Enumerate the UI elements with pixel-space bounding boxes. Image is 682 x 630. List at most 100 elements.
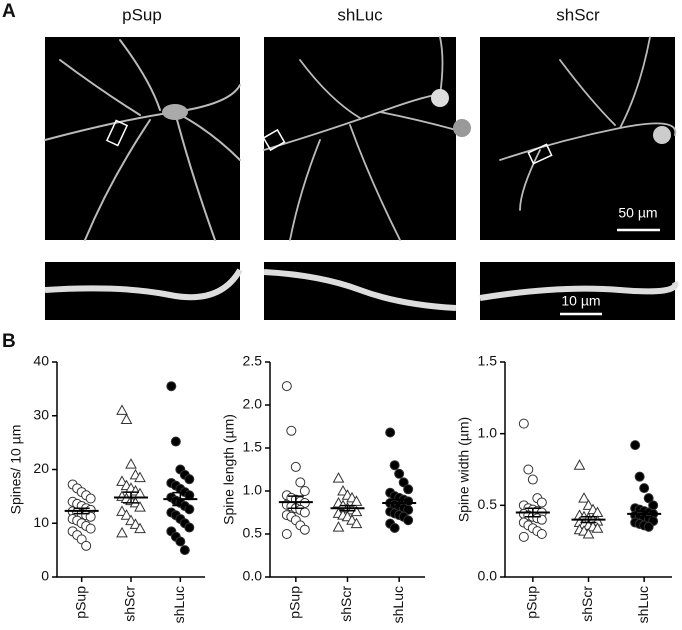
- y-axis-label: Spine width (µm): [456, 417, 472, 522]
- data-point: [591, 522, 604, 533]
- data-point: [582, 527, 595, 539]
- data-point: [573, 459, 586, 470]
- data-point: [170, 436, 181, 447]
- x-tick-label: pSup: [524, 586, 540, 619]
- data-point: [630, 440, 641, 451]
- data-point: [116, 526, 128, 538]
- x-tick-label: pSup: [72, 586, 88, 619]
- scale-bar-label: 10 µm: [561, 293, 600, 309]
- image-label: shScr: [556, 5, 600, 24]
- error-bar: [123, 491, 139, 504]
- data-point: [536, 497, 547, 508]
- data-point: [295, 477, 306, 488]
- data-point: [85, 511, 96, 522]
- data-point: [350, 517, 363, 529]
- data-point: [389, 522, 400, 533]
- error-bar: [580, 516, 597, 524]
- data-point: [527, 474, 538, 485]
- x-tick-label: shLuc: [635, 586, 651, 623]
- y-tick-label: 0.0: [478, 568, 498, 584]
- data-point: [184, 522, 195, 533]
- data-point: [582, 499, 595, 510]
- data-point: [350, 495, 363, 506]
- y-tick-label: 0: [41, 568, 49, 584]
- data-point: [116, 475, 128, 486]
- y-axis-label: Spines/ 10 µm: [8, 425, 24, 515]
- data-point: [389, 460, 400, 471]
- y-tick-label: 40: [33, 353, 49, 369]
- data-point: [184, 474, 195, 485]
- x-tick-label: shLuc: [171, 586, 187, 623]
- data-point: [85, 493, 96, 504]
- error-bar: [339, 504, 356, 512]
- panel-label: B: [2, 331, 16, 352]
- x-tick-label: shScr: [579, 586, 595, 622]
- data-point: [643, 521, 654, 532]
- x-tick-label: shLuc: [390, 586, 406, 623]
- micrograph: 50 µm 10 µm: [44, 36, 679, 320]
- data-point: [125, 458, 137, 469]
- data-point: [639, 483, 650, 494]
- data-point: [634, 471, 645, 482]
- image-label: shLuc: [337, 5, 383, 24]
- x-tick-label: shScr: [338, 586, 354, 622]
- data-point: [290, 461, 301, 472]
- data-point: [299, 524, 310, 535]
- y-tick-label: 1.5: [478, 353, 498, 369]
- data-point: [403, 504, 414, 515]
- data-point: [134, 471, 146, 483]
- data-point: [116, 404, 128, 415]
- y-tick-label: 2.5: [243, 353, 263, 369]
- scale-bar-label: 50 µm: [618, 205, 657, 221]
- data-point: [332, 472, 345, 483]
- data-point: [179, 545, 190, 556]
- data-point: [299, 507, 310, 518]
- y-axis-label: Spine length (µm): [221, 414, 237, 525]
- x-tick-label: shScr: [122, 586, 138, 622]
- data-point: [398, 477, 409, 488]
- data-point: [281, 529, 292, 539]
- x-tick-label: pSup: [287, 586, 303, 619]
- y-tick-label: 20: [33, 460, 49, 476]
- data-point: [129, 518, 142, 529]
- y-tick-label: 2.0: [243, 396, 263, 412]
- error-bar: [391, 498, 408, 508]
- data-point: [85, 523, 96, 534]
- data-point: [120, 509, 133, 520]
- data-point: [286, 425, 297, 436]
- data-point: [403, 515, 414, 526]
- data-point: [518, 418, 529, 429]
- data-point: [643, 493, 654, 504]
- data-point: [134, 501, 146, 512]
- data-point: [385, 427, 396, 438]
- data-point: [134, 522, 146, 534]
- y-tick-label: 1.0: [478, 424, 498, 440]
- error-bar: [172, 491, 189, 507]
- data-point: [81, 540, 92, 551]
- data-point: [523, 464, 534, 475]
- data-point: [403, 484, 414, 495]
- data-point: [394, 468, 405, 479]
- y-tick-label: 10: [33, 514, 49, 530]
- data-point: [175, 536, 186, 547]
- data-point: [337, 484, 349, 496]
- error-bar: [287, 495, 304, 509]
- data-point: [166, 381, 177, 392]
- data-point: [578, 492, 590, 503]
- y-tick-label: 30: [33, 406, 49, 422]
- data-point: [184, 504, 195, 515]
- panel-label: A: [2, 1, 16, 22]
- data-point: [536, 529, 547, 539]
- data-point: [332, 521, 345, 532]
- y-tick-label: 0.0: [243, 568, 263, 584]
- data-point: [299, 486, 310, 496]
- error-bar: [524, 507, 541, 518]
- y-tick-label: 0.5: [478, 496, 498, 512]
- data-point: [281, 381, 292, 392]
- y-tick-label: 1.0: [243, 482, 263, 498]
- image-label: pSup: [122, 5, 162, 24]
- y-tick-label: 0.5: [243, 525, 263, 541]
- y-tick-label: 1.5: [243, 439, 263, 455]
- data-point: [518, 531, 529, 542]
